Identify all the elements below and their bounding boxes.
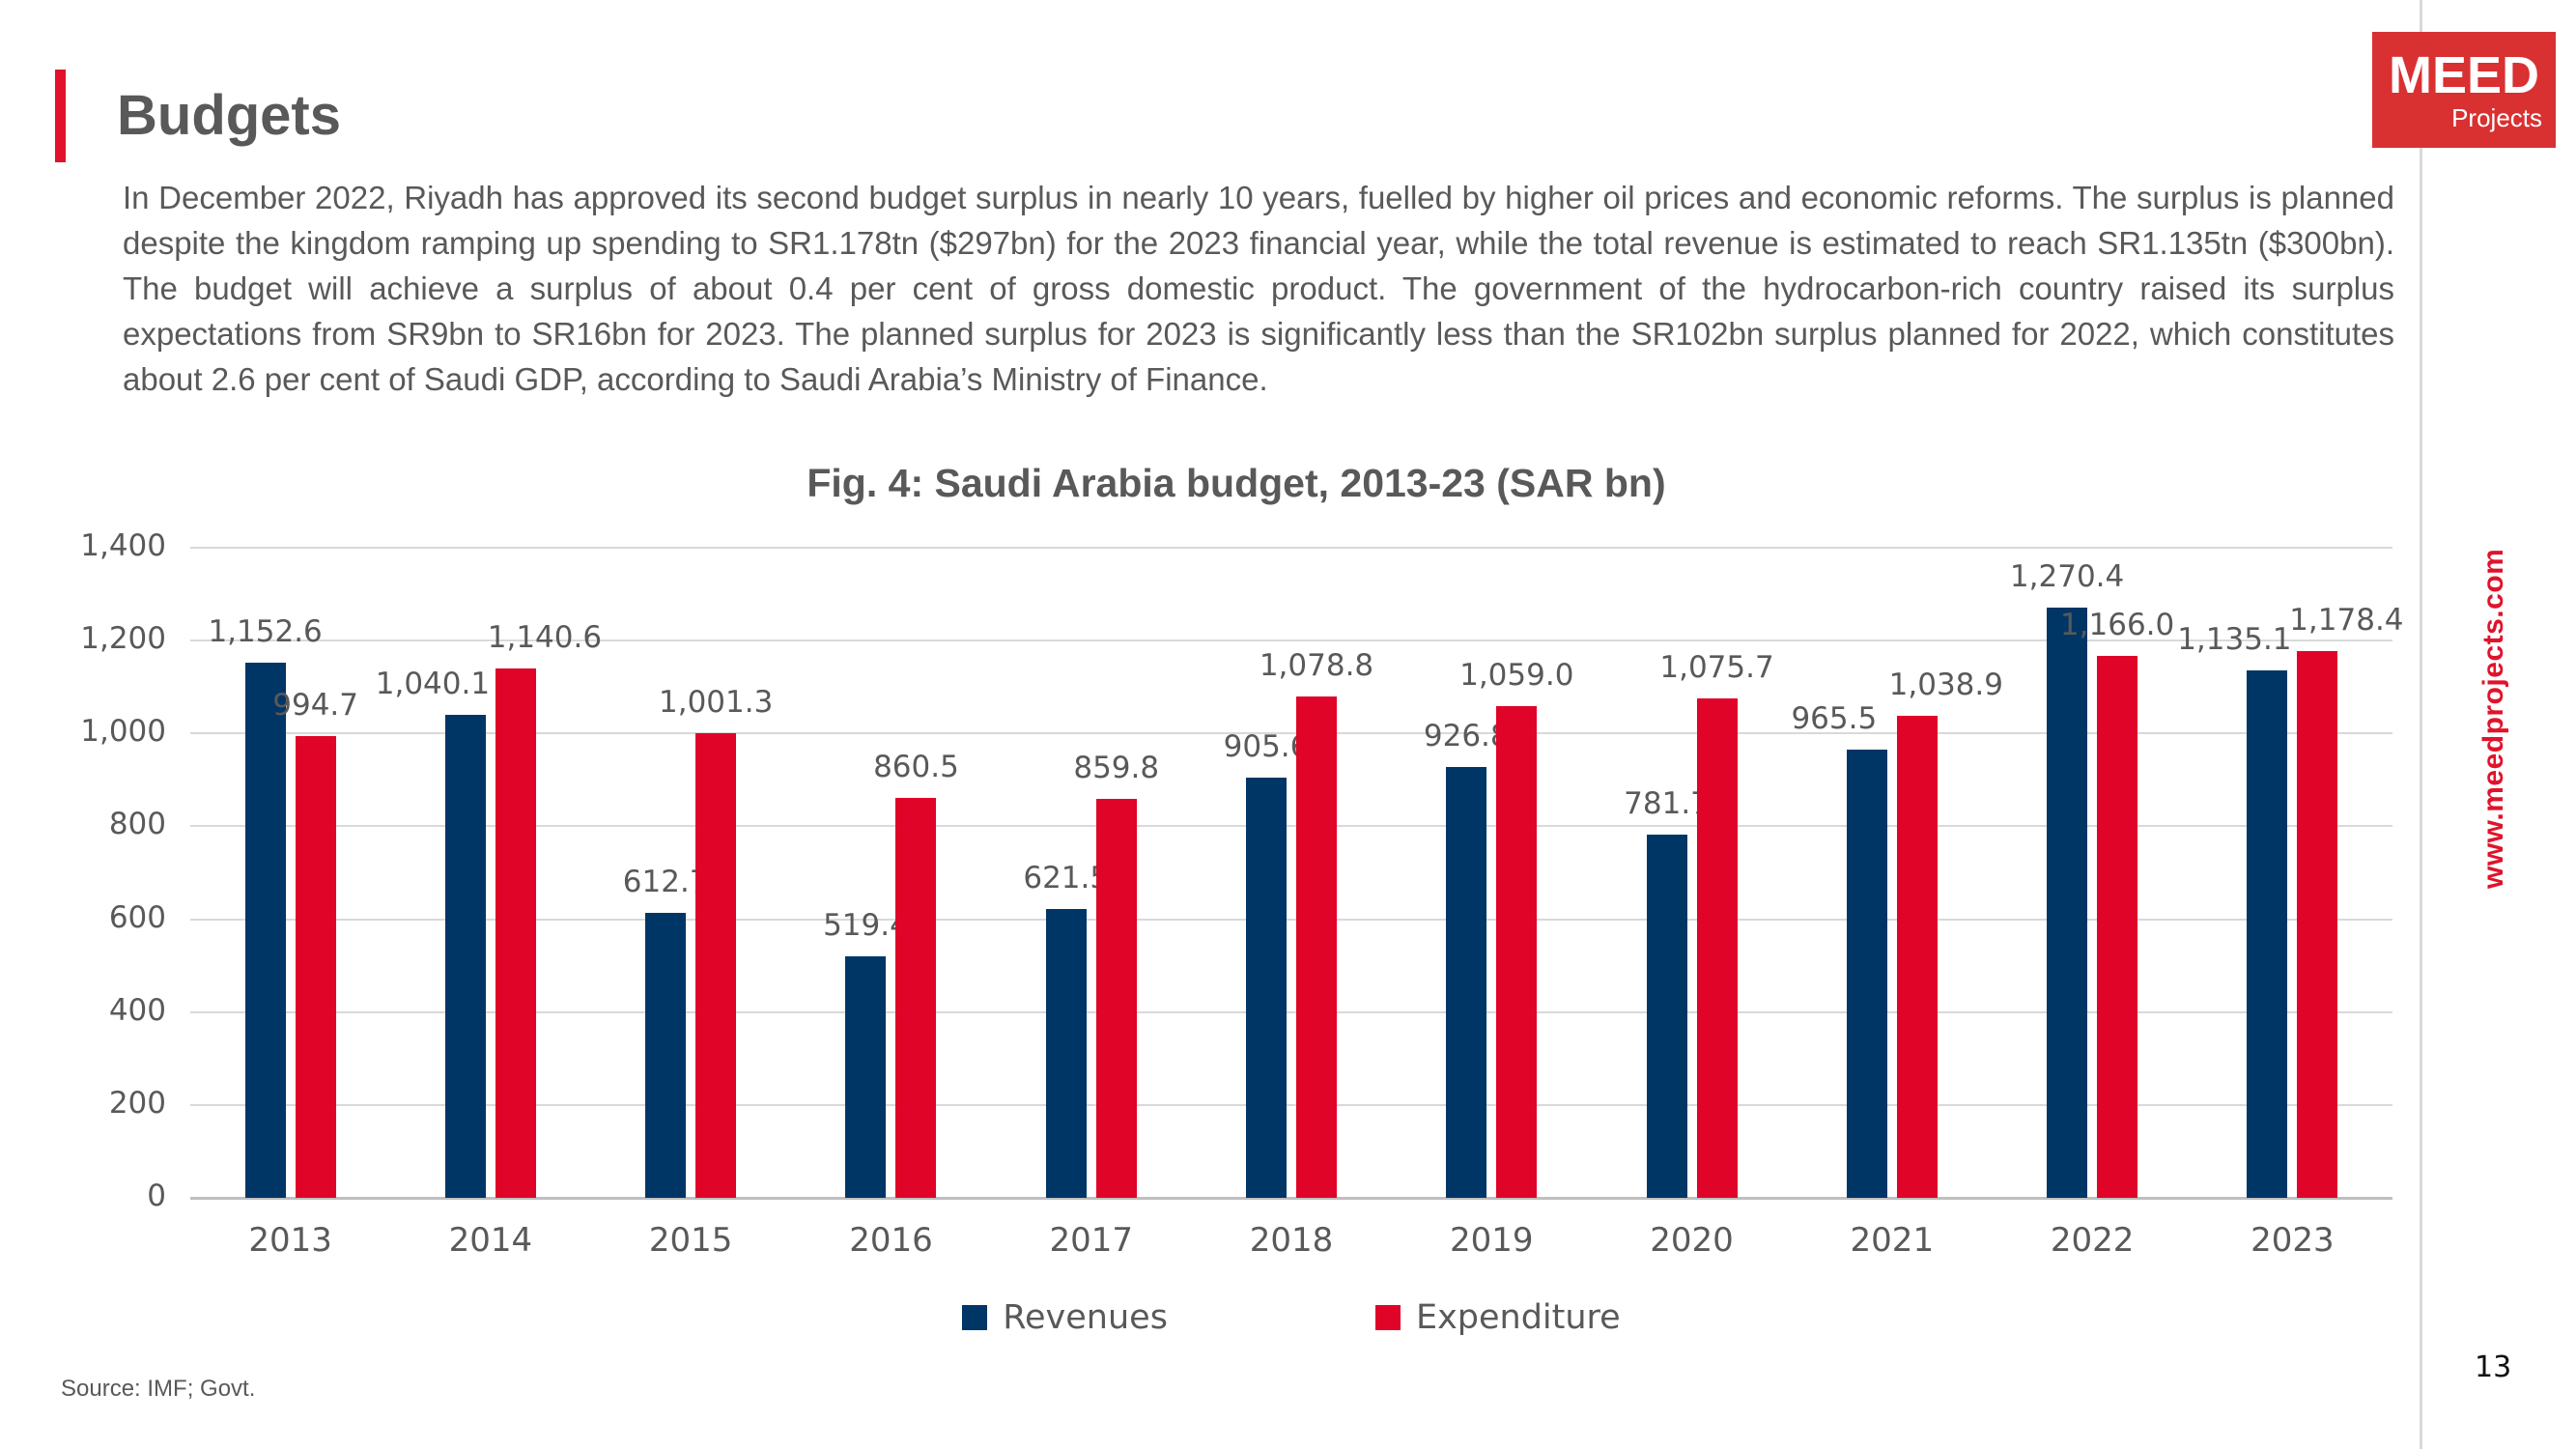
x-axis-label-2019: 2019 <box>1450 1221 1534 1260</box>
bar-expenditure-2019 <box>1496 705 1538 1198</box>
gridline-400 <box>190 1010 2392 1013</box>
y-axis-label-800: 800 <box>108 807 166 842</box>
chart-legend: Revenues Expenditure <box>190 1298 2392 1337</box>
bar-revenues-2019 <box>1446 767 1487 1198</box>
data-label-expenditure-2019: 1,059.0 <box>1459 657 1574 693</box>
data-label-revenues-2019: 926.8 <box>1423 719 1510 754</box>
data-label-revenues-2013: 1,152.6 <box>208 613 323 649</box>
bar-revenues-2020 <box>1646 835 1687 1198</box>
y-axis-label-600: 600 <box>108 899 166 935</box>
data-label-expenditure-2014: 1,140.6 <box>487 619 603 655</box>
data-label-expenditure-2016: 860.5 <box>873 750 959 785</box>
data-label-revenues-2016: 519.4 <box>823 908 909 944</box>
x-axis-label-2020: 2020 <box>1650 1221 1734 1260</box>
bar-expenditure-2016 <box>895 798 937 1198</box>
gridline-800 <box>190 825 2392 828</box>
meed-projects-logo: MEED Projects <box>2372 32 2556 148</box>
x-axis-label-2016: 2016 <box>849 1221 933 1260</box>
data-label-revenues-2023: 1,135.1 <box>2177 622 2292 658</box>
bar-revenues-2023 <box>2247 670 2288 1198</box>
x-axis-label-2015: 2015 <box>648 1221 733 1260</box>
page-title: Budgets <box>117 84 341 147</box>
legend-label-expenditure: Expenditure <box>1415 1298 1621 1337</box>
data-label-expenditure-2013: 994.7 <box>272 687 358 723</box>
gridline-1400 <box>190 547 2392 549</box>
gridline-200 <box>190 1103 2392 1106</box>
logo-brand-text: MEED <box>2388 46 2539 104</box>
data-label-expenditure-2017: 859.8 <box>1073 750 1160 785</box>
data-label-expenditure-2015: 1,001.3 <box>659 684 774 720</box>
data-label-expenditure-2018: 1,078.8 <box>1259 648 1374 684</box>
bar-expenditure-2023 <box>2297 650 2338 1198</box>
bar-expenditure-2015 <box>695 732 737 1198</box>
bar-revenues-2018 <box>1246 777 1287 1198</box>
bar-expenditure-2020 <box>1696 697 1738 1198</box>
page-number: 13 <box>2475 1350 2512 1384</box>
legend-swatch-revenues <box>962 1305 988 1330</box>
source-note: Source: IMF; Govt. <box>61 1376 256 1402</box>
data-label-revenues-2022: 1,270.4 <box>2009 559 2125 595</box>
y-axis-label-1200: 1,200 <box>80 621 166 657</box>
gridline-1200 <box>190 639 2392 642</box>
y-axis-label-1000: 1,000 <box>80 714 166 750</box>
x-axis-label-2018: 2018 <box>1249 1221 1334 1260</box>
gridline-1000 <box>190 732 2392 735</box>
bar-revenues-2022 <box>2047 608 2088 1198</box>
legend-label-revenues: Revenues <box>1003 1298 1168 1337</box>
x-axis-label-2022: 2022 <box>2050 1221 2135 1260</box>
bar-expenditure-2017 <box>1095 798 1137 1198</box>
data-label-revenues-2020: 781.7 <box>1624 786 1710 822</box>
bar-expenditure-2022 <box>2097 656 2138 1198</box>
bar-revenues-2013 <box>244 662 286 1198</box>
y-axis-label-1400: 1,400 <box>80 528 166 563</box>
legend-item-expenditure: Expenditure <box>1374 1298 1621 1337</box>
sidebar-divider-line <box>2420 0 2422 1449</box>
bar-expenditure-2013 <box>295 735 336 1198</box>
bar-revenues-2021 <box>1846 749 1887 1198</box>
bar-expenditure-2021 <box>1896 715 1938 1198</box>
chart-title: Fig. 4: Saudi Arabia budget, 2013-23 (SA… <box>807 461 1666 505</box>
bar-expenditure-2018 <box>1296 696 1337 1198</box>
data-label-expenditure-2020: 1,075.7 <box>1659 649 1774 685</box>
bar-expenditure-2014 <box>495 668 536 1198</box>
legend-swatch-expenditure <box>1374 1305 1401 1330</box>
title-accent-bar <box>55 70 66 162</box>
x-axis-label-2021: 2021 <box>1850 1221 1935 1260</box>
data-label-revenues-2014: 1,040.1 <box>375 667 491 701</box>
legend-item-revenues: Revenues <box>962 1298 1168 1337</box>
bar-revenues-2017 <box>1045 909 1087 1198</box>
data-label-revenues-2015: 612.7 <box>622 865 709 900</box>
intro-paragraph: In December 2022, Riyadh has approved it… <box>123 180 2394 397</box>
x-axis-line <box>190 1197 2392 1200</box>
bar-revenues-2016 <box>845 956 887 1198</box>
data-label-revenues-2018: 905.6 <box>1223 728 1310 764</box>
x-axis-label-2017: 2017 <box>1049 1221 1133 1260</box>
y-axis-label-400: 400 <box>108 992 166 1028</box>
x-axis-label-2023: 2023 <box>2250 1221 2335 1260</box>
y-axis-label-0: 0 <box>147 1179 166 1213</box>
data-label-revenues-2017: 621.5 <box>1023 861 1110 896</box>
data-label-expenditure-2022: 1,166.0 <box>2059 608 2175 643</box>
bar-revenues-2015 <box>645 913 687 1198</box>
x-axis-label-2014: 2014 <box>448 1221 533 1260</box>
website-url-vertical: www.meedprojects.com <box>2477 548 2509 889</box>
data-label-expenditure-2023: 1,178.4 <box>2289 602 2404 638</box>
logo-sub-text: Projects <box>2451 103 2542 132</box>
data-label-expenditure-2021: 1,038.9 <box>1888 667 2003 702</box>
bar-revenues-2014 <box>444 715 486 1198</box>
data-label-revenues-2021: 965.5 <box>1791 700 1878 736</box>
gridline-600 <box>190 918 2392 921</box>
x-axis-label-2013: 2013 <box>248 1221 332 1260</box>
y-axis-label-200: 200 <box>108 1085 166 1121</box>
